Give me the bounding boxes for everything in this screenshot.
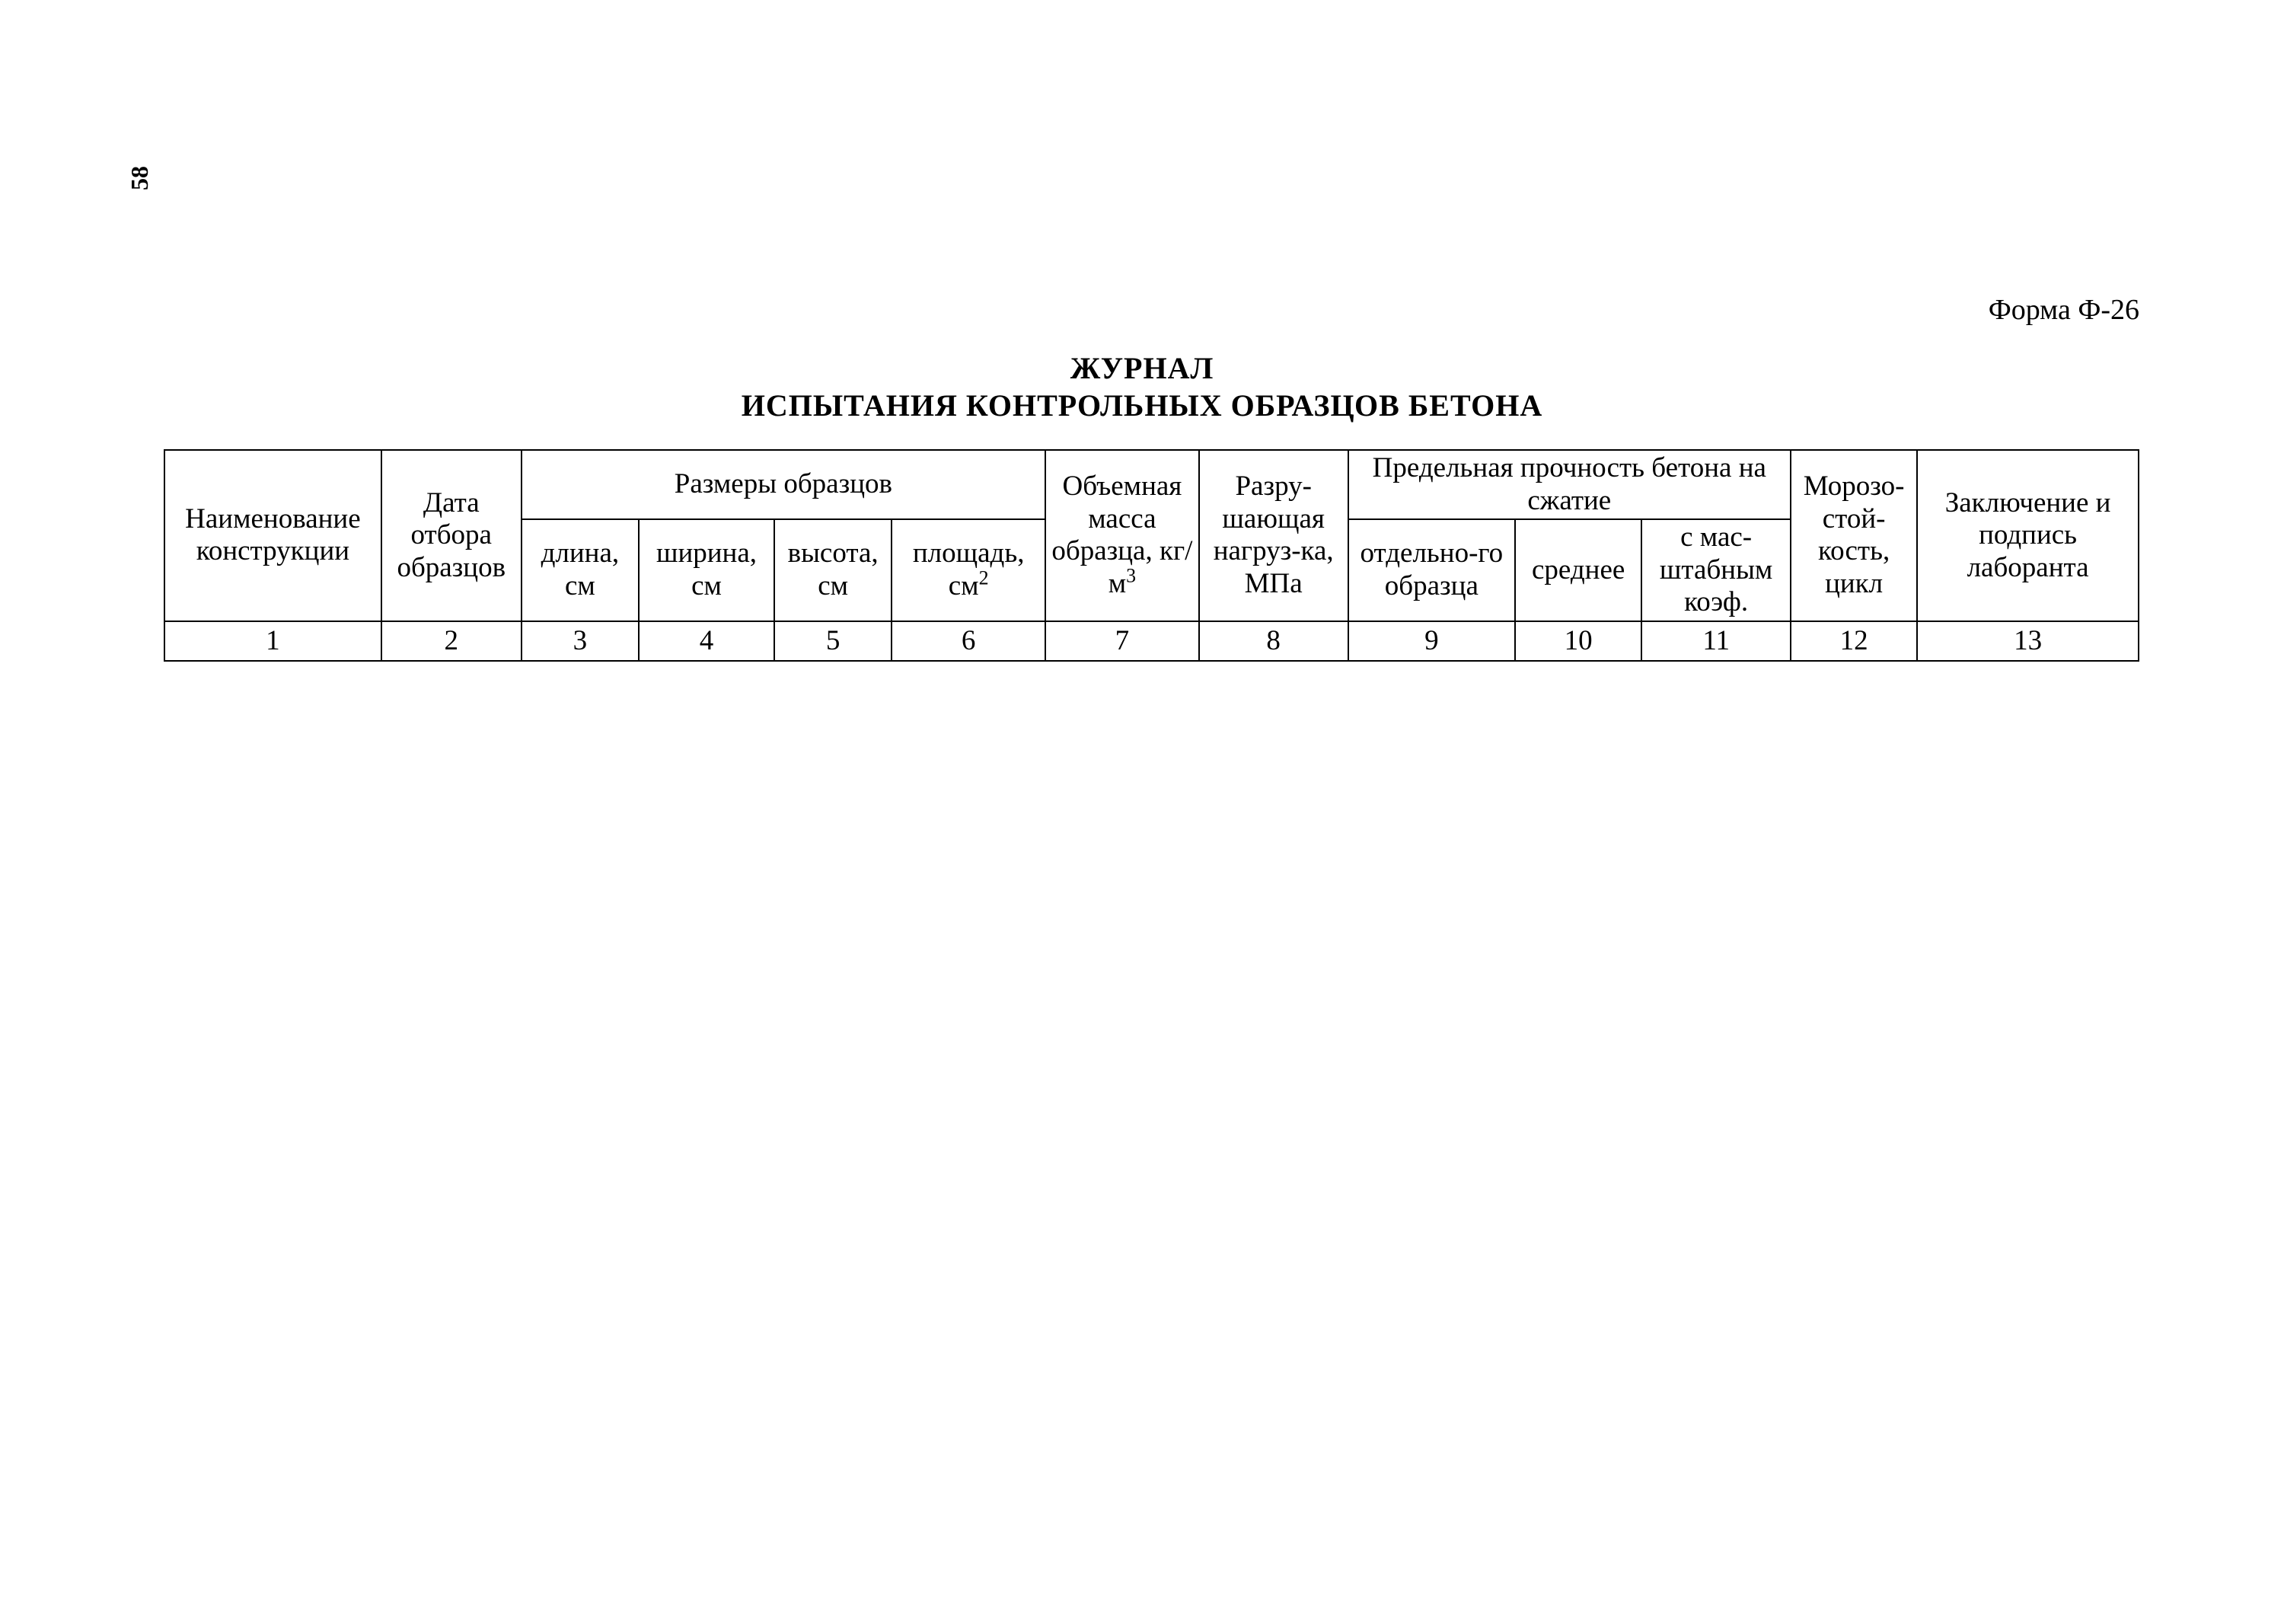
header-construction-name: Наименование конструкции bbox=[164, 450, 381, 621]
header-width: ширина, см bbox=[639, 519, 774, 621]
column-number-row: 1 2 3 4 5 6 7 8 9 10 11 12 13 bbox=[164, 621, 2139, 662]
col-num-1: 1 bbox=[164, 621, 381, 662]
col-num-5: 5 bbox=[774, 621, 892, 662]
header-individual: отдельно-го образца bbox=[1348, 519, 1516, 621]
col-num-12: 12 bbox=[1791, 621, 1917, 662]
col-num-11: 11 bbox=[1641, 621, 1791, 662]
concrete-test-table: Наименование конструкции Дата отбора обр… bbox=[164, 449, 2139, 662]
header-dimensions-group: Размеры образцов bbox=[522, 450, 1045, 519]
header-conclusion: Заключение и подпись лаборанта bbox=[1917, 450, 2139, 621]
col-num-13: 13 bbox=[1917, 621, 2139, 662]
header-row-1: Наименование конструкции Дата отбора обр… bbox=[164, 450, 2139, 519]
header-length: длина, см bbox=[522, 519, 639, 621]
col-num-4: 4 bbox=[639, 621, 774, 662]
header-average: среднее bbox=[1515, 519, 1641, 621]
col-num-7: 7 bbox=[1045, 621, 1199, 662]
form-label: Форма Ф-26 bbox=[1989, 293, 2139, 327]
document-title: ЖУРНАЛ ИСПЫТАНИЯ КОНТРОЛЬНЫХ ОБРАЗЦОВ БЕ… bbox=[0, 350, 2284, 423]
col-num-6: 6 bbox=[892, 621, 1045, 662]
header-volume-mass: Объемная масса образца, кг/м3 bbox=[1045, 450, 1199, 621]
page-number: 58 bbox=[126, 166, 154, 190]
header-height: высота, см bbox=[774, 519, 892, 621]
header-area: площадь, см2 bbox=[892, 519, 1045, 621]
col-num-9: 9 bbox=[1348, 621, 1516, 662]
col-num-8: 8 bbox=[1199, 621, 1348, 662]
col-num-3: 3 bbox=[522, 621, 639, 662]
title-line-2: ИСПЫТАНИЯ КОНТРОЛЬНЫХ ОБРАЗЦОВ БЕТОНА bbox=[0, 388, 2284, 423]
col-num-10: 10 bbox=[1515, 621, 1641, 662]
table-container: Наименование конструкции Дата отбора обр… bbox=[164, 449, 2139, 662]
title-line-1: ЖУРНАЛ bbox=[0, 350, 2284, 386]
header-scale-coef: с мас-штабным коэф. bbox=[1641, 519, 1791, 621]
header-strength-group: Предельная прочность бетона на сжатие bbox=[1348, 450, 1791, 519]
header-sampling-date: Дата отбора образцов bbox=[381, 450, 522, 621]
col-num-2: 2 bbox=[381, 621, 522, 662]
header-frost-resistance: Морозо-стой-кость, цикл bbox=[1791, 450, 1917, 621]
header-breaking-load: Разру-шающая нагруз-ка, МПа bbox=[1199, 450, 1348, 621]
